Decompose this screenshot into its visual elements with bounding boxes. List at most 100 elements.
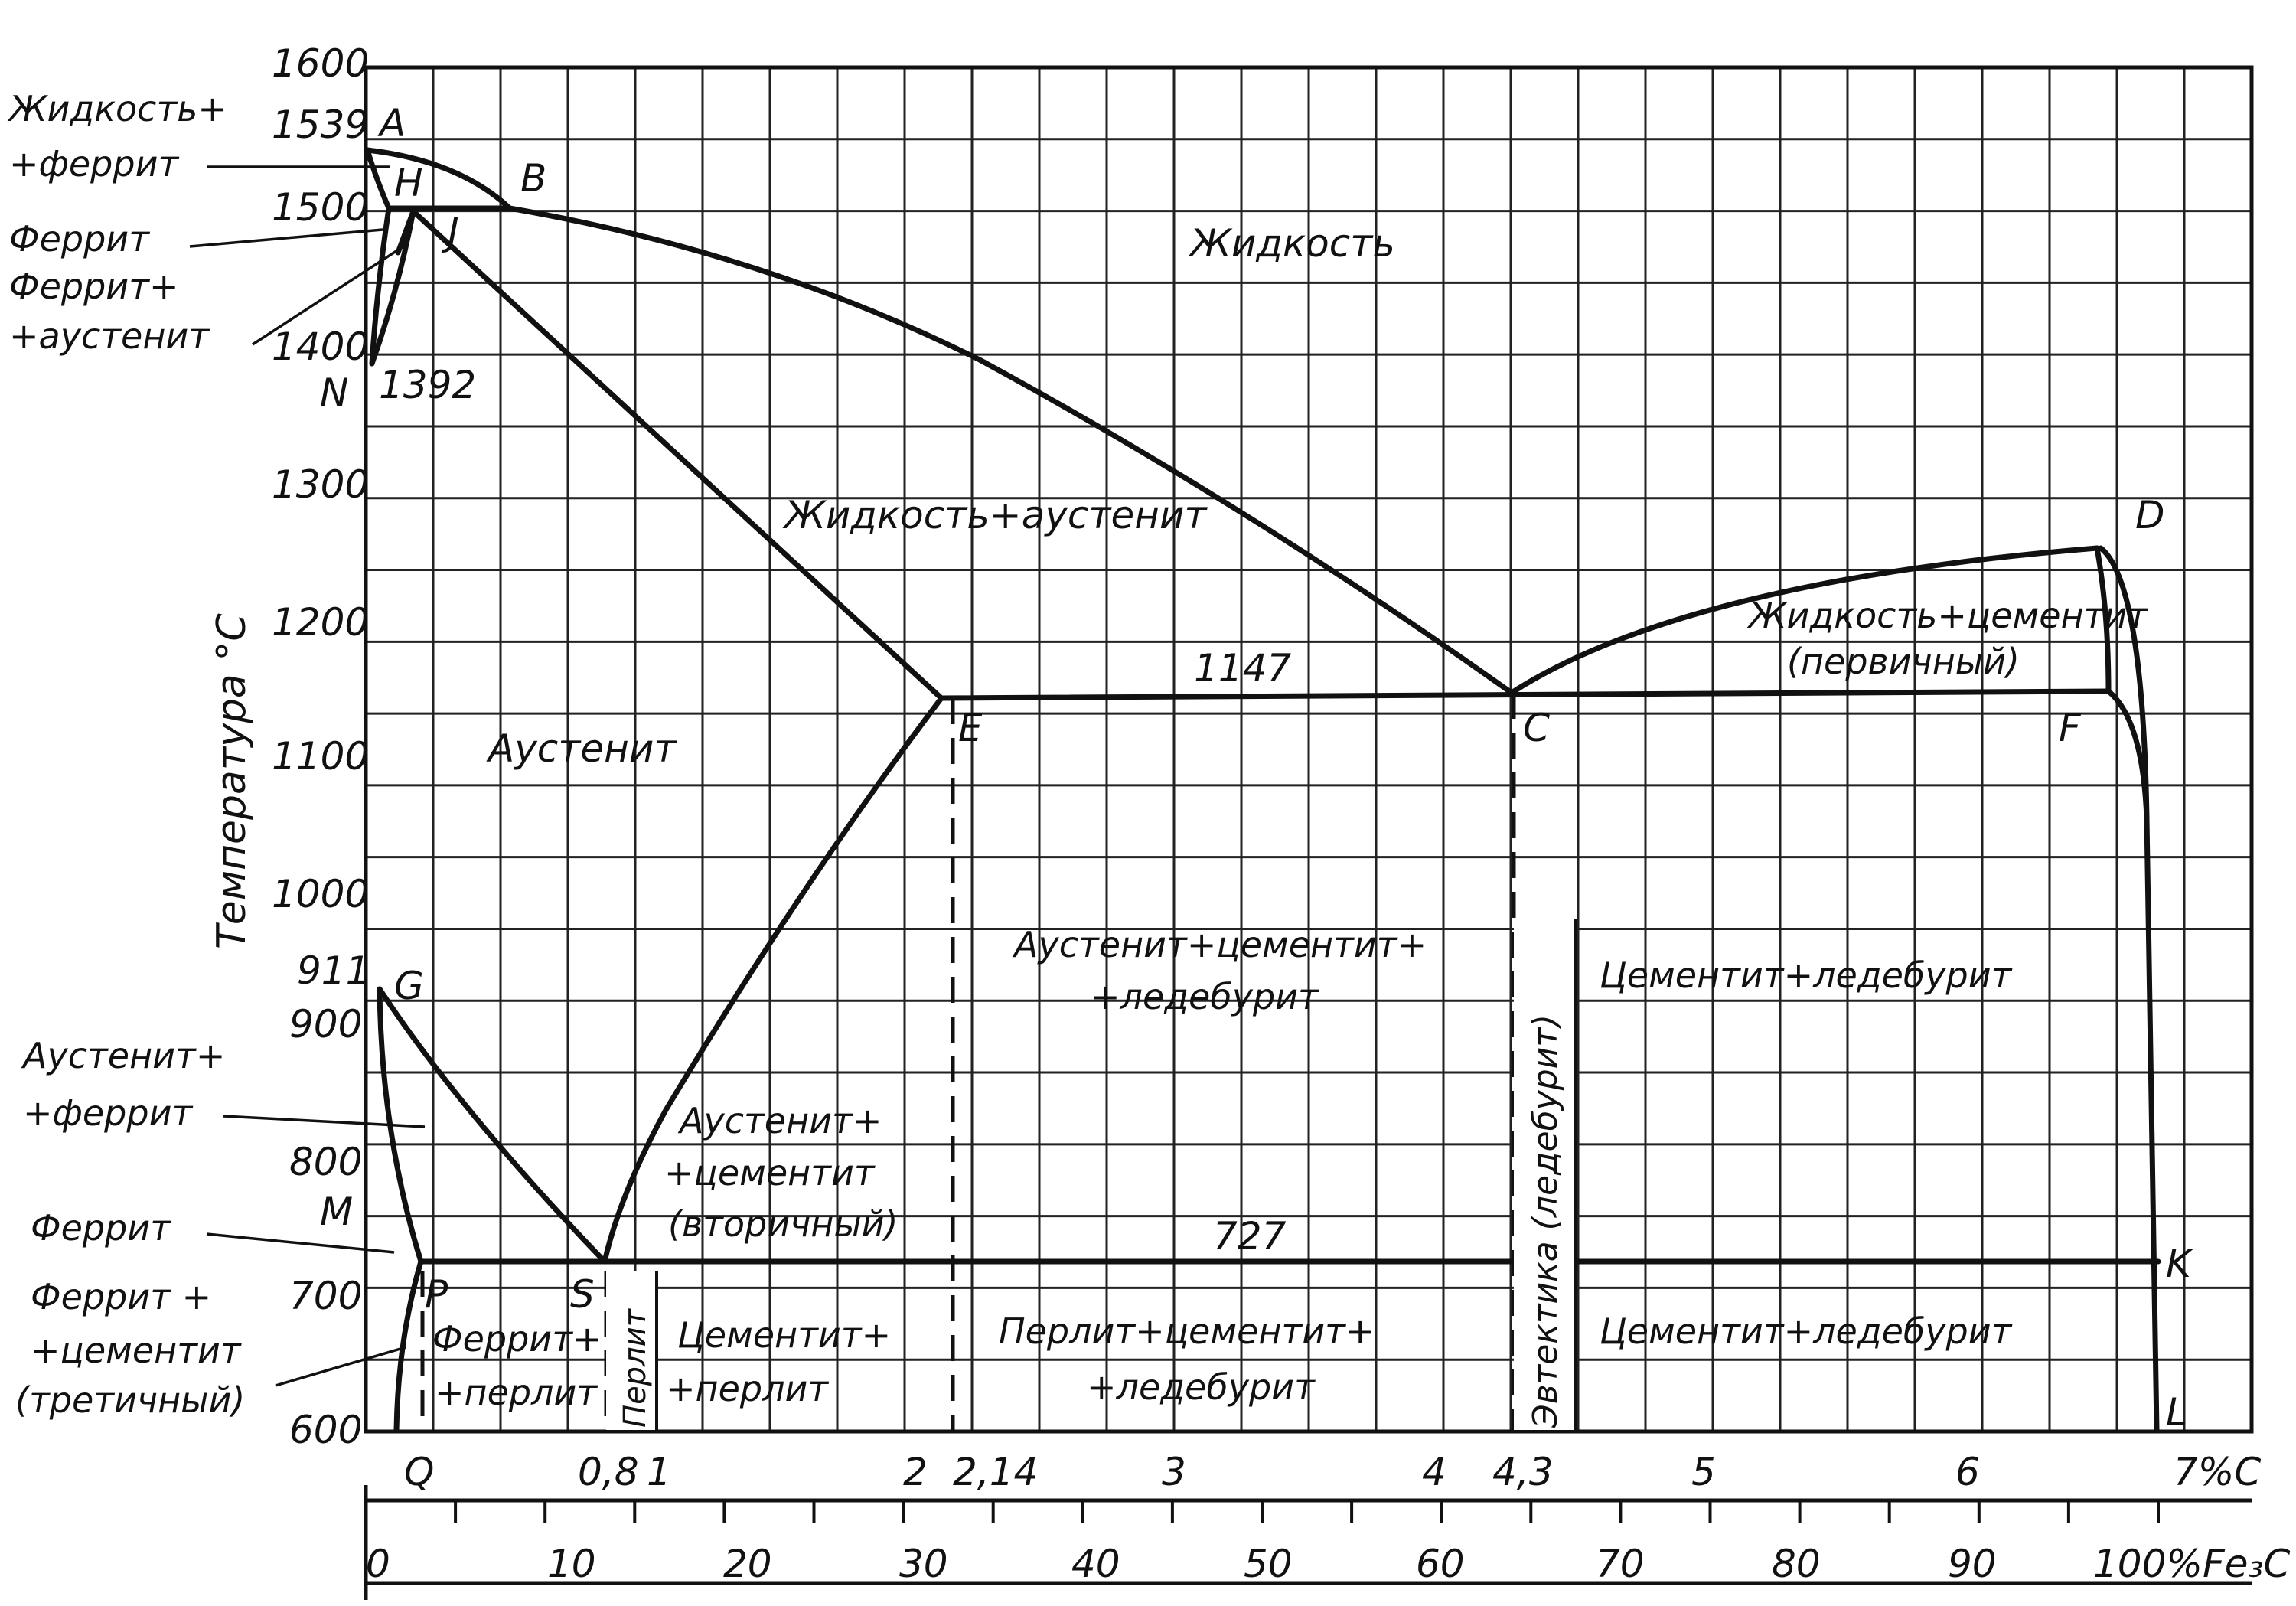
solidus-JE — [410, 208, 944, 701]
region-labels: Жидкость Жидкость+аустенит Жидкость+цеме… — [432, 221, 2148, 1428]
x-cem-tick: 0 — [366, 1542, 390, 1586]
liquidus-BC — [507, 205, 1515, 696]
point-N: N — [320, 370, 348, 415]
GS — [377, 986, 608, 1265]
y-tick: 1200 — [272, 600, 369, 645]
region-liquid-cementite-1: Жидкость+цементит — [1746, 595, 2148, 636]
point-K: K — [2166, 1242, 2194, 1286]
region-pearlite: Перлит — [618, 1307, 653, 1428]
y-axis-ticks: 1600 1500 1400 1300 1200 1100 1000 900 8… — [272, 41, 476, 1452]
x-carbon-tick: 0,8 — [578, 1450, 639, 1494]
phase-lines — [364, 147, 2161, 1433]
y-special-1539: 1539 — [272, 103, 369, 147]
point-S: S — [570, 1272, 595, 1317]
x-carbon-tick: 2,14 — [953, 1450, 1038, 1494]
D-to-F — [2094, 545, 2112, 694]
point-P: P — [425, 1272, 448, 1317]
eutectic-label-box — [1514, 919, 1575, 1430]
point-C: C — [1523, 706, 1550, 750]
y-special-1392: 1392 — [379, 363, 476, 407]
callout-ferrite-austenite-2: +аустенит — [9, 315, 210, 357]
liquidus-CD — [1508, 545, 2100, 696]
point-D: D — [2135, 493, 2165, 537]
x-axis-carbon: 0 0,8 1 2 2,14 3 4 4,3 5 6 7%C — [578, 1450, 2261, 1494]
point-E: E — [958, 706, 983, 750]
point-A: A — [377, 101, 406, 145]
x-carbon-tick: 4 — [1422, 1450, 1446, 1494]
region-eutectic-vertical: Эвтектика (ледебурит) — [1526, 1014, 1565, 1428]
x-cem-tick: 70 — [1596, 1542, 1645, 1586]
region-cem-pearlite-2: +перлит — [666, 1368, 829, 1409]
region-ferrite-pearlite-2: +перлит — [435, 1372, 598, 1413]
point-G: G — [394, 964, 424, 1008]
pearlite-label-box — [606, 1271, 657, 1430]
y-special-911: 911 — [297, 948, 370, 993]
liquidus-AB — [364, 147, 513, 211]
D-to-K — [2098, 545, 2150, 822]
region-aust-cem-led-2: +ледебурит — [1091, 976, 1319, 1017]
y-axis-title: Температура °С — [209, 613, 255, 949]
callout-liquid-ferrite-1: Жидкость+ — [7, 88, 227, 129]
grid — [366, 67, 2252, 1431]
region-liquid: Жидкость — [1188, 221, 1395, 266]
x-cem-tick: 20 — [723, 1542, 772, 1586]
y-tick: 1500 — [272, 185, 369, 230]
callout-ferrite-cem3-1: Феррит + — [31, 1276, 211, 1317]
region-pearl-cem-led-1: Перлит+цементит+ — [999, 1311, 1375, 1352]
x-carbon-tick: 2 — [903, 1450, 928, 1494]
x-cem-tick: 60 — [1416, 1542, 1465, 1586]
y-tick: 1000 — [272, 872, 369, 916]
x-cem-tick: 90 — [1948, 1542, 1997, 1586]
NH-curve — [369, 205, 392, 367]
region-liquid-cementite-2: (первичный) — [1787, 641, 2020, 682]
leader-lines — [189, 165, 426, 1387]
x-carbon-tick: 3 — [1162, 1450, 1186, 1494]
x-carbon-tick: 4,3 — [1492, 1450, 1554, 1494]
solvus-ES — [602, 695, 944, 1265]
isotherm-727: 727 — [1213, 1214, 1287, 1258]
point-H: H — [394, 161, 423, 205]
y-tick: 1400 — [272, 325, 369, 369]
callout-austenite-ferrite-1: Аустенит+ — [21, 1035, 225, 1076]
callout-liquid-ferrite-2: +феррит — [9, 143, 179, 184]
x-cem-tick: 50 — [1244, 1542, 1293, 1586]
x-carbon-tick: 7%C — [2174, 1450, 2261, 1494]
PQ — [393, 1258, 424, 1433]
callout-labels: Жидкость+ +феррит Феррит Феррит+ +аустен… — [7, 88, 245, 1421]
point-L: L — [2166, 1390, 2187, 1435]
x-cem-tick: 40 — [1071, 1542, 1120, 1586]
callout-ferrite-top: Феррит — [9, 218, 150, 260]
y-tick: 1100 — [272, 734, 369, 779]
region-austenite: Аустенит — [486, 726, 677, 771]
y-tick: 600 — [289, 1408, 362, 1452]
point-J: J — [441, 210, 459, 254]
callout-ferrite-low: Феррит — [31, 1207, 171, 1249]
point-Q: Q — [404, 1450, 434, 1494]
callout-ferrite-cem3-3: (третичный) — [15, 1379, 245, 1421]
x-carbon-tick: 6 — [1955, 1450, 1980, 1494]
region-cem-led-lower: Цементит+ледебурит — [1600, 1311, 2013, 1352]
point-B: B — [520, 156, 546, 201]
region-aust-cem-led-1: Аустенит+цементит+ — [1012, 924, 1427, 965]
y-tick: 1300 — [272, 462, 369, 507]
point-F: F — [2059, 706, 2082, 750]
y-tick: 1600 — [272, 41, 369, 86]
callout-austenite-ferrite-2: +феррит — [23, 1092, 193, 1134]
NJ-curve — [369, 208, 416, 367]
point-labels: A H B J N D E C F G M P S K Q L — [320, 101, 2194, 1494]
region-aust-cem2-1: Аустенит+ — [677, 1100, 882, 1141]
y-tick: 900 — [289, 1002, 362, 1046]
F-to-L-cementite — [2105, 688, 2160, 1433]
solidus-AH — [364, 147, 392, 211]
x-cem-tick: 10 — [547, 1542, 596, 1586]
region-aust-cem2-3: (вторичный) — [668, 1203, 899, 1245]
region-aust-cem2-2: +цементит — [664, 1152, 876, 1193]
x-carbon-tick: 5 — [1691, 1450, 1716, 1494]
x-cem-tick: 100%Fe₃C — [2093, 1542, 2291, 1586]
y-tick: 800 — [289, 1140, 362, 1184]
region-ferrite-pearlite-1: Феррит+ — [432, 1318, 602, 1360]
x-carbon-tick: 1 — [647, 1450, 671, 1494]
point-M: M — [320, 1190, 353, 1234]
region-cem-led-upper: Цементит+ледебурит — [1600, 955, 2013, 996]
